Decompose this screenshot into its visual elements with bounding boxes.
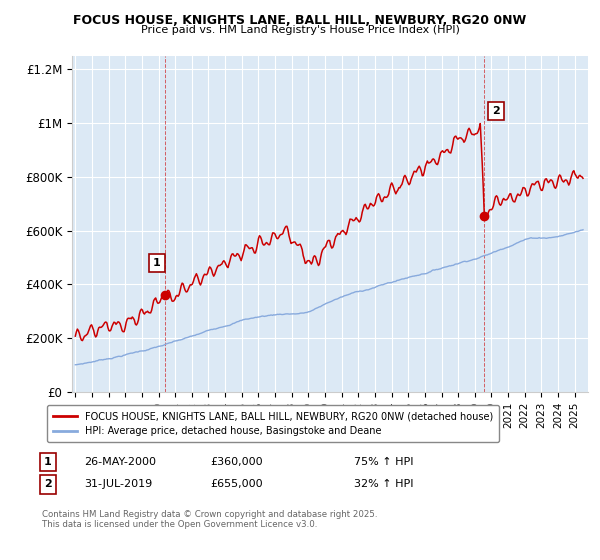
Text: £360,000: £360,000 (210, 457, 263, 467)
Legend: FOCUS HOUSE, KNIGHTS LANE, BALL HILL, NEWBURY, RG20 0NW (detached house), HPI: A: FOCUS HOUSE, KNIGHTS LANE, BALL HILL, NE… (47, 405, 499, 442)
Text: 32% ↑ HPI: 32% ↑ HPI (354, 479, 413, 489)
Text: £655,000: £655,000 (210, 479, 263, 489)
Text: 75% ↑ HPI: 75% ↑ HPI (354, 457, 413, 467)
Text: 1: 1 (153, 258, 161, 268)
Text: Contains HM Land Registry data © Crown copyright and database right 2025.
This d: Contains HM Land Registry data © Crown c… (42, 510, 377, 529)
Text: 26-MAY-2000: 26-MAY-2000 (84, 457, 156, 467)
Text: 2: 2 (492, 106, 500, 116)
Text: 31-JUL-2019: 31-JUL-2019 (84, 479, 152, 489)
Text: FOCUS HOUSE, KNIGHTS LANE, BALL HILL, NEWBURY, RG20 0NW: FOCUS HOUSE, KNIGHTS LANE, BALL HILL, NE… (73, 14, 527, 27)
Text: 2: 2 (44, 479, 52, 489)
Text: Price paid vs. HM Land Registry's House Price Index (HPI): Price paid vs. HM Land Registry's House … (140, 25, 460, 35)
Text: 1: 1 (44, 457, 52, 467)
